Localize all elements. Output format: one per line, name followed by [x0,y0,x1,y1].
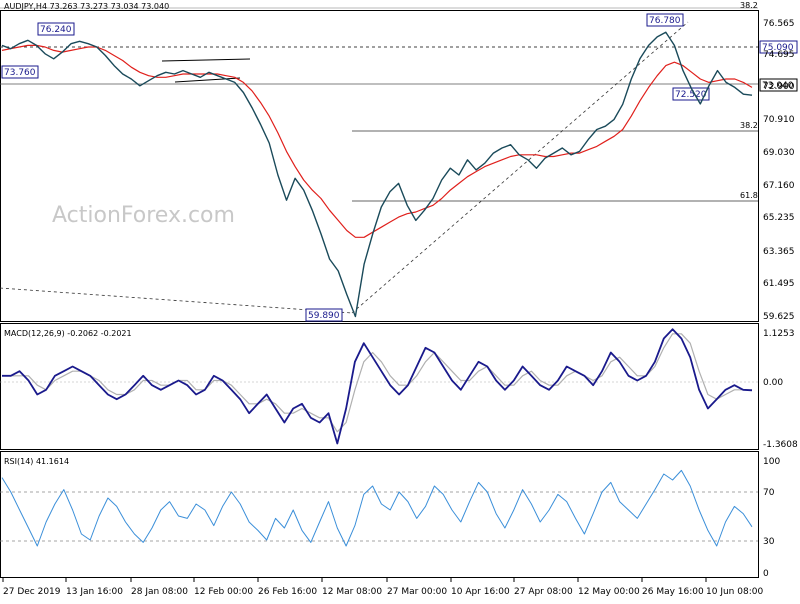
macd-panel-frame [0,323,759,450]
rsi-y-tick: 100 [763,457,780,467]
svg-text:76.240: 76.240 [40,25,72,35]
watermark: ActionForex.com [52,203,235,228]
macd-y-tick: 0.00 [763,378,783,388]
svg-text:73.760: 73.760 [4,68,36,78]
range-box-bottom [174,77,241,83]
rsi-panel-frame [0,451,759,578]
macd-y-tick: 1.1253 [763,329,795,339]
fib-label-618: 61.8 [740,191,758,200]
x-axis-label: 12 Feb 00:00 [194,587,253,597]
price-y-tick: 65.235 [763,213,795,223]
rsi-y-tick: 30 [763,537,775,547]
annotation-76780: 76.780 [646,13,684,27]
x-axis-label: 27 Dec 2019 [3,587,61,597]
symbol-info: AUDJPY,H4 73.263 73.273 73.034 73.040 [4,2,169,11]
price-y-tick: 69.030 [763,148,795,158]
price-y-tick: 63.365 [763,247,795,257]
annotation-73760: 73.760 [1,65,39,79]
x-axis-label: 13 Jan 16:00 [66,587,123,597]
x-axis-label: 27 Mar 00:00 [387,587,447,597]
y-axis-ticks: 76.565 74.695 72.900 70.910 69.030 67.160 65.2… [763,19,798,579]
price-y-tick: 59.625 [763,312,795,322]
x-axis-ticks: 27 Dec 2019 13 Jan 16:00 28 Jan 08:00 12 Fe… [2,578,763,597]
rsi-title: RSI(14) 41.1614 [4,457,69,466]
lower-dashed-line [0,287,353,314]
trend-dashed-line [351,21,689,314]
current-price-tag: 73.040 [759,78,798,92]
svg-text:73.040: 73.040 [762,81,794,91]
macd-y-tick: -1.3608 [763,440,798,450]
range-box-top [161,58,251,62]
x-axis-label: 26 May 16:00 [642,587,704,597]
x-axis-label: 28 Jan 08:00 [131,587,188,597]
fib-label-top: 38.2 [740,1,758,10]
x-axis-label: 10 Jun 08:00 [706,587,763,597]
x-axis-label: 12 May 00:00 [578,587,640,597]
rsi-line [1,469,753,547]
price-y-tick: 72.900 [763,82,795,92]
annotation-75090: 75.090 [759,40,798,54]
rsi-y-tick: 70 [763,488,775,498]
price-line [1,31,753,318]
annotation-59890: 59.890 [305,308,343,322]
svg-text:75.090: 75.090 [762,43,794,53]
svg-text:72.520: 72.520 [675,90,707,100]
svg-text:76.780: 76.780 [649,16,681,26]
rsi-y-tick: 0 [763,569,769,579]
price-y-tick: 67.160 [763,181,795,191]
macd-signal-line [2,333,752,433]
moving-average-line [1,44,753,238]
macd-series-layer [2,328,753,445]
price-y-tick: 74.695 [763,50,795,60]
price-series-layer [1,31,753,318]
x-axis-label: 12 Mar 08:00 [322,587,382,597]
rsi-series-layer [1,469,753,547]
price-y-tick: 70.910 [763,115,795,125]
svg-text:59.890: 59.890 [308,311,340,321]
x-axis-label: 27 Apr 08:00 [514,587,573,597]
macd-title: MACD(12,26,9) -0.2062 -0.2021 [4,329,132,338]
price-y-tick: 76.565 [763,19,795,29]
x-axis-label: 26 Feb 16:00 [258,587,317,597]
macd-line [2,328,753,445]
price-panel-frame [0,10,759,322]
price-y-tick: 61.495 [763,279,795,289]
annotation-76240: 76.240 [37,22,75,36]
fib-label-382: 38.2 [740,121,758,130]
x-axis-label: 10 Apr 16:00 [451,587,510,597]
